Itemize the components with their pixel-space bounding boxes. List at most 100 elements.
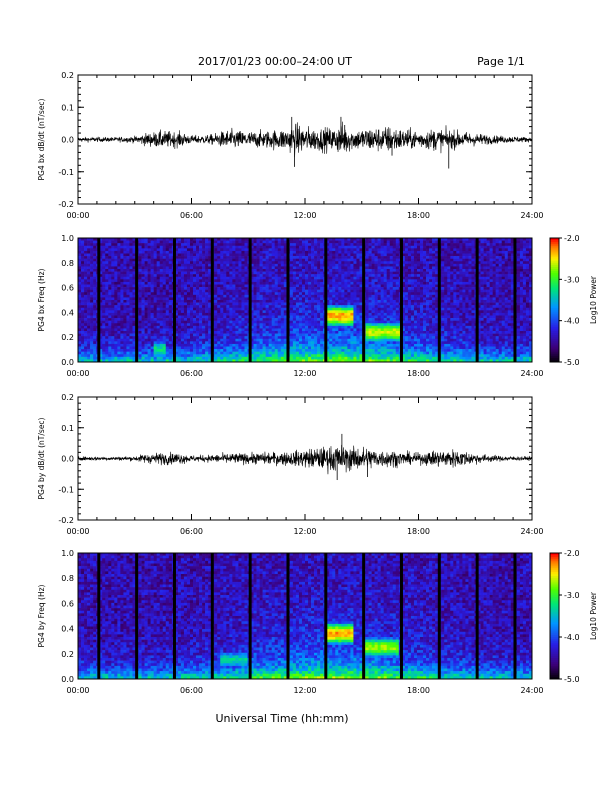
spectrogram-cell	[144, 263, 148, 267]
spectrogram-cell	[105, 343, 109, 347]
spectrogram-cell	[262, 284, 266, 288]
spectrogram-cell	[87, 356, 91, 360]
spectrogram-cell	[292, 276, 297, 280]
spectrogram-cell	[344, 356, 348, 360]
spectrogram-cell	[244, 250, 248, 254]
spectrogram-cell	[338, 253, 342, 257]
spectrogram-cell	[344, 248, 348, 252]
spectrogram-cell	[295, 323, 300, 327]
spectrogram-cell	[226, 245, 230, 249]
spectrogram-cell	[350, 302, 354, 306]
spectrogram-cell	[223, 328, 227, 332]
spectrogram-cell	[229, 269, 233, 272]
spectrogram-cell	[105, 328, 109, 332]
spectrogram-cell	[177, 243, 182, 247]
spectrogram-cell	[229, 323, 233, 327]
spectrogram-cell	[280, 320, 285, 324]
spectrogram-cell	[90, 351, 94, 355]
spectrogram-cell	[341, 325, 345, 329]
spectrogram-cell	[350, 323, 354, 327]
spectrogram-cell	[129, 310, 133, 314]
spectrogram-cell	[305, 341, 309, 345]
spectrogram-cell	[359, 349, 363, 352]
spectrogram-cell	[159, 292, 164, 296]
spectrogram-cell	[199, 359, 203, 363]
spectrogram-cell	[120, 250, 124, 254]
spectrogram-cell	[220, 292, 224, 296]
spectrogram-cell	[283, 238, 288, 241]
spectrogram-cell	[317, 250, 321, 254]
spectrogram-cell	[295, 336, 300, 340]
spectrogram-cell	[105, 302, 109, 306]
spectrogram-cell	[108, 302, 112, 306]
spectrogram-cell	[283, 323, 288, 327]
spectrogram-cell	[326, 349, 330, 352]
spectrogram-cell	[186, 269, 191, 272]
spectrogram-cell	[111, 312, 115, 316]
spectrogram-cell	[253, 250, 257, 254]
spectrogram-cell	[120, 269, 124, 272]
spectrogram-cell	[202, 320, 206, 324]
spectrogram-cell	[156, 325, 161, 329]
spectrogram-cell	[180, 351, 185, 355]
spectrogram-cell	[108, 312, 112, 316]
spectrogram-cell	[126, 266, 130, 270]
spectrogram-cell	[295, 274, 300, 278]
spectrogram-cell	[132, 354, 136, 358]
spectrogram-cell	[114, 305, 118, 309]
spectrogram-cell	[295, 333, 300, 337]
spectrogram-cell	[105, 307, 109, 311]
spectrogram-cell	[338, 325, 342, 329]
spectrogram-cell	[295, 356, 300, 360]
spectrogram-cell	[186, 359, 191, 363]
spectrogram-cell	[138, 343, 142, 347]
spectrogram-cell	[371, 276, 375, 280]
spectrogram-cell	[102, 256, 106, 259]
spectrogram-cell	[220, 349, 224, 352]
spectrogram-cell	[168, 269, 173, 272]
spectrogram-cell	[235, 281, 239, 285]
spectrogram-cell	[147, 302, 151, 306]
spectrogram-cell	[262, 307, 266, 311]
spectrogram-cell	[153, 274, 157, 278]
spectrogram-cell	[108, 253, 112, 257]
spectrogram-cell	[238, 238, 242, 241]
spectrogram-cell	[347, 292, 351, 296]
spectrogram-cell	[105, 297, 109, 301]
spectrogram-cell	[292, 343, 297, 347]
spectrogram-cell	[123, 331, 127, 334]
spectrogram-cell	[93, 307, 97, 311]
spectrogram-cell	[365, 256, 369, 259]
spectrogram-cell	[87, 250, 91, 254]
spectrogram-cell	[292, 307, 297, 311]
spectrogram-cell	[229, 349, 233, 352]
spectrogram-cell	[232, 307, 236, 311]
spectrogram-cell	[108, 310, 112, 314]
spectrogram-cell	[159, 312, 164, 316]
spectrogram-cell	[301, 263, 306, 267]
spectrogram-cell	[229, 271, 233, 275]
spectrogram-cell	[159, 320, 164, 324]
spectrogram-cell	[235, 328, 239, 332]
spectrogram-cell	[298, 263, 303, 267]
spectrogram-cell	[353, 276, 357, 280]
spectrogram-cell	[238, 269, 242, 272]
spectrogram-cell	[147, 312, 151, 316]
spectrogram-cell	[356, 271, 360, 275]
spectrogram-cell	[199, 338, 203, 342]
spectrogram-cell	[368, 240, 372, 244]
spectrogram-cell	[99, 338, 103, 342]
spectrogram-cell	[189, 343, 194, 347]
spectrogram-cell	[326, 258, 330, 262]
spectrogram-cell	[123, 266, 127, 270]
spectrogram-cell	[259, 359, 263, 363]
spectrogram-cell	[271, 258, 276, 262]
spectrogram-cell	[156, 318, 161, 321]
spectrogram-cell	[165, 341, 170, 345]
spectrogram-cell	[81, 310, 85, 314]
spectrogram-cell	[159, 243, 164, 247]
spectrogram-cell	[301, 320, 306, 324]
spectrogram-cell	[78, 287, 82, 290]
spectrogram-cell	[196, 310, 200, 314]
spectrogram-cell	[353, 354, 357, 358]
